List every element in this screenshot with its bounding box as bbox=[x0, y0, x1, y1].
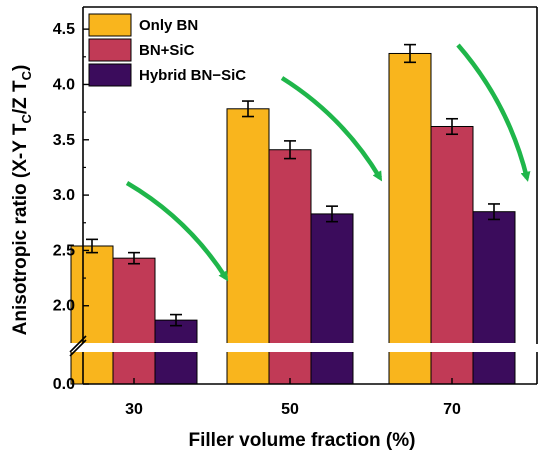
trend-arrow bbox=[280, 76, 383, 182]
bar bbox=[472, 211, 516, 385]
y-tick-label: 2.0 bbox=[53, 298, 75, 315]
legend-label: Only BN bbox=[139, 17, 198, 34]
trend-arrow bbox=[456, 43, 531, 182]
break-band bbox=[69, 343, 543, 352]
bar bbox=[226, 108, 270, 385]
y-tick-label: 4.0 bbox=[53, 76, 75, 93]
y-tick-label: 3.0 bbox=[53, 187, 75, 204]
legend-label: Hybrid BN−SiC bbox=[139, 67, 246, 84]
bar bbox=[112, 257, 156, 385]
x-tick-label: 70 bbox=[443, 401, 461, 418]
y-tick-label: 2.5 bbox=[53, 242, 75, 259]
axes: 0.0 2.0 2.5 3.0 3.5 4.0 4.5 30 50 70 bbox=[53, 6, 538, 418]
x-axis-title: Filler volume fraction (%) bbox=[189, 430, 416, 451]
y-tick-label: 4.5 bbox=[53, 21, 75, 38]
trend-arrows bbox=[125, 43, 531, 282]
y-axis-title: Anisotropic ratio (X-Y TC/Z TC) bbox=[10, 65, 34, 336]
bar bbox=[310, 213, 354, 385]
x-tick-label: 50 bbox=[281, 401, 299, 418]
legend-swatch bbox=[88, 13, 132, 37]
bars-layer bbox=[70, 43, 516, 385]
bar bbox=[70, 245, 114, 385]
legend-swatch bbox=[88, 63, 132, 87]
bar bbox=[154, 319, 198, 385]
y-tick-label: 0.0 bbox=[53, 376, 75, 393]
bar bbox=[388, 52, 432, 385]
x-tick-label: 30 bbox=[125, 401, 143, 418]
trend-arrow bbox=[125, 181, 229, 282]
legend: Only BN BN+SiC Hybrid BN−SiC bbox=[88, 13, 246, 87]
legend-label: BN+SiC bbox=[139, 42, 195, 59]
legend-swatch bbox=[88, 38, 132, 62]
y-tick-label: 3.5 bbox=[53, 132, 75, 149]
